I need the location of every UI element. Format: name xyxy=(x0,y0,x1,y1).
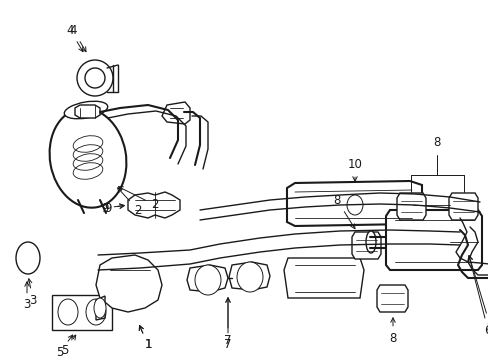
Ellipse shape xyxy=(86,299,106,325)
Text: 3: 3 xyxy=(23,282,31,311)
Text: 7: 7 xyxy=(224,298,231,346)
Text: 10: 10 xyxy=(347,158,362,181)
Polygon shape xyxy=(396,193,425,220)
Ellipse shape xyxy=(58,299,78,325)
Polygon shape xyxy=(284,258,363,298)
Text: 8: 8 xyxy=(388,318,396,345)
Ellipse shape xyxy=(49,108,126,208)
Text: 6: 6 xyxy=(468,256,488,332)
Text: 1: 1 xyxy=(139,325,151,351)
Text: 6: 6 xyxy=(467,256,488,337)
Polygon shape xyxy=(448,193,477,220)
Ellipse shape xyxy=(77,60,113,96)
Ellipse shape xyxy=(16,242,40,274)
Polygon shape xyxy=(75,105,100,118)
Polygon shape xyxy=(286,181,421,226)
Ellipse shape xyxy=(346,195,362,215)
Polygon shape xyxy=(96,255,162,312)
Ellipse shape xyxy=(85,68,105,88)
Polygon shape xyxy=(186,265,227,292)
Text: 5: 5 xyxy=(56,335,73,359)
Polygon shape xyxy=(228,262,269,290)
Polygon shape xyxy=(446,230,477,255)
Text: 3: 3 xyxy=(27,279,37,306)
Text: 4: 4 xyxy=(69,23,86,52)
Ellipse shape xyxy=(64,101,107,119)
Text: 8: 8 xyxy=(333,194,354,229)
Text: 7: 7 xyxy=(224,298,231,351)
Text: 8: 8 xyxy=(432,136,440,149)
Text: 5: 5 xyxy=(61,335,76,356)
Polygon shape xyxy=(128,192,180,218)
Polygon shape xyxy=(376,285,407,312)
Polygon shape xyxy=(385,210,481,270)
Polygon shape xyxy=(162,102,190,124)
Polygon shape xyxy=(96,296,105,320)
Ellipse shape xyxy=(195,265,221,295)
Text: 9: 9 xyxy=(101,202,124,215)
Text: 2: 2 xyxy=(118,188,142,216)
Ellipse shape xyxy=(94,298,106,318)
Ellipse shape xyxy=(365,231,375,253)
Polygon shape xyxy=(351,232,380,259)
Ellipse shape xyxy=(237,262,263,292)
Text: 1: 1 xyxy=(139,325,151,351)
Text: 9: 9 xyxy=(104,202,124,215)
Polygon shape xyxy=(52,295,112,330)
Text: 2: 2 xyxy=(118,187,159,211)
Text: 4: 4 xyxy=(66,23,83,52)
